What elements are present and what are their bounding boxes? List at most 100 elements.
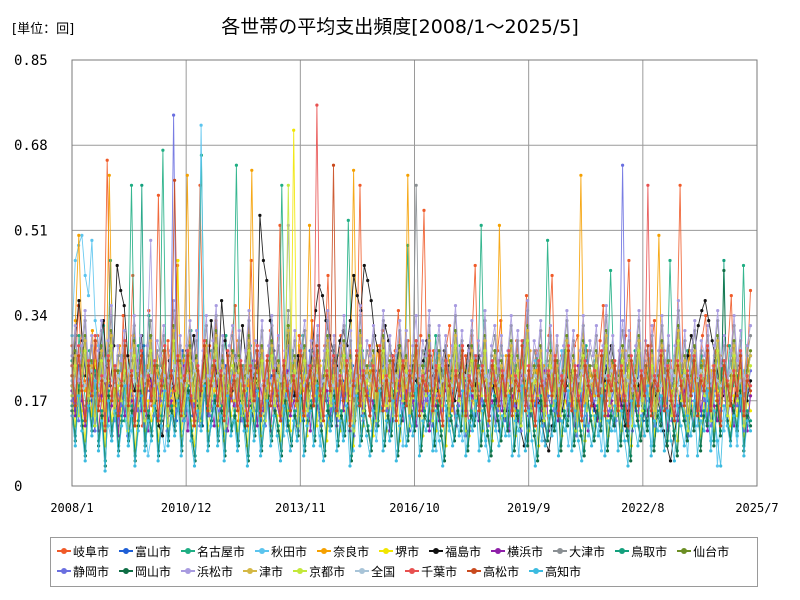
data-point bbox=[469, 414, 473, 418]
data-point bbox=[288, 414, 292, 418]
data-point bbox=[298, 379, 302, 383]
data-point bbox=[146, 409, 151, 413]
data-point bbox=[666, 334, 671, 338]
data-point bbox=[192, 464, 197, 468]
data-point bbox=[712, 364, 716, 368]
data-point bbox=[593, 414, 597, 418]
legend-label: 全国 bbox=[371, 564, 396, 579]
data-point bbox=[447, 354, 451, 358]
data-point bbox=[722, 334, 726, 338]
data-point bbox=[202, 339, 206, 343]
data-point bbox=[414, 344, 418, 348]
data-point bbox=[590, 404, 594, 408]
data-point bbox=[536, 459, 540, 463]
data-point bbox=[209, 424, 213, 428]
data-point bbox=[693, 349, 697, 353]
data-point bbox=[176, 399, 180, 403]
data-point bbox=[352, 168, 356, 172]
legend-item: 福島市 bbox=[429, 541, 481, 561]
data-point bbox=[513, 374, 518, 378]
data-point bbox=[703, 354, 707, 358]
data-point bbox=[484, 374, 488, 378]
data-point bbox=[523, 409, 528, 413]
data-point bbox=[234, 369, 238, 373]
data-point bbox=[424, 354, 428, 358]
data-point bbox=[464, 454, 468, 458]
data-point bbox=[695, 424, 700, 428]
data-point bbox=[247, 339, 251, 343]
data-point bbox=[709, 424, 713, 428]
data-point bbox=[594, 349, 599, 353]
data-point bbox=[147, 314, 151, 318]
data-point bbox=[609, 414, 613, 418]
data-point bbox=[547, 414, 551, 418]
data-point bbox=[695, 414, 700, 418]
data-point bbox=[635, 419, 640, 423]
data-point bbox=[621, 344, 625, 348]
data-point bbox=[492, 394, 496, 398]
data-point bbox=[434, 409, 438, 413]
data-point bbox=[326, 404, 330, 408]
data-point bbox=[110, 404, 114, 408]
series-group bbox=[70, 103, 753, 473]
data-point bbox=[450, 409, 454, 413]
data-point bbox=[394, 419, 398, 423]
data-point bbox=[589, 419, 593, 423]
data-point bbox=[358, 334, 362, 338]
data-point bbox=[483, 309, 487, 313]
data-point bbox=[748, 389, 753, 393]
data-point bbox=[396, 309, 400, 313]
data-point bbox=[490, 359, 494, 363]
data-point bbox=[255, 344, 259, 348]
data-point bbox=[437, 364, 441, 368]
data-point bbox=[247, 349, 251, 353]
data-point bbox=[169, 374, 173, 378]
data-point bbox=[199, 429, 203, 433]
data-point bbox=[401, 404, 405, 408]
data-point bbox=[158, 364, 163, 368]
data-point bbox=[639, 414, 643, 418]
data-point bbox=[427, 394, 431, 398]
series-line bbox=[71, 165, 751, 431]
data-point bbox=[178, 334, 182, 338]
data-point bbox=[497, 223, 501, 227]
data-point bbox=[96, 409, 101, 413]
data-point bbox=[417, 374, 421, 378]
data-point bbox=[368, 414, 372, 418]
data-point bbox=[699, 374, 703, 378]
data-point bbox=[672, 374, 677, 378]
data-point bbox=[546, 238, 550, 242]
data-point bbox=[209, 384, 213, 388]
data-point bbox=[121, 314, 125, 318]
data-point bbox=[732, 354, 736, 358]
data-point bbox=[576, 399, 581, 403]
data-point bbox=[100, 374, 104, 378]
data-point bbox=[627, 329, 631, 333]
data-point bbox=[563, 389, 567, 393]
data-point bbox=[476, 369, 480, 373]
data-point bbox=[689, 334, 693, 338]
data-point bbox=[186, 394, 190, 398]
data-point bbox=[607, 404, 612, 408]
data-point bbox=[578, 349, 582, 353]
data-point bbox=[599, 354, 604, 358]
data-point bbox=[709, 419, 713, 423]
data-point bbox=[460, 349, 465, 353]
data-point bbox=[262, 384, 266, 388]
data-point bbox=[226, 349, 230, 353]
data-point bbox=[560, 419, 564, 423]
data-point bbox=[371, 354, 376, 358]
data-point bbox=[634, 344, 638, 348]
data-point bbox=[500, 414, 504, 418]
data-point bbox=[362, 409, 366, 413]
data-point bbox=[735, 404, 740, 408]
data-point bbox=[302, 384, 306, 388]
data-point bbox=[507, 434, 511, 438]
x-tick-label: 2010/12 bbox=[161, 501, 212, 515]
data-point bbox=[581, 354, 585, 358]
data-point bbox=[358, 404, 362, 408]
data-point bbox=[275, 394, 279, 398]
data-point bbox=[86, 364, 91, 368]
data-point bbox=[660, 344, 664, 348]
data-point bbox=[345, 364, 349, 368]
